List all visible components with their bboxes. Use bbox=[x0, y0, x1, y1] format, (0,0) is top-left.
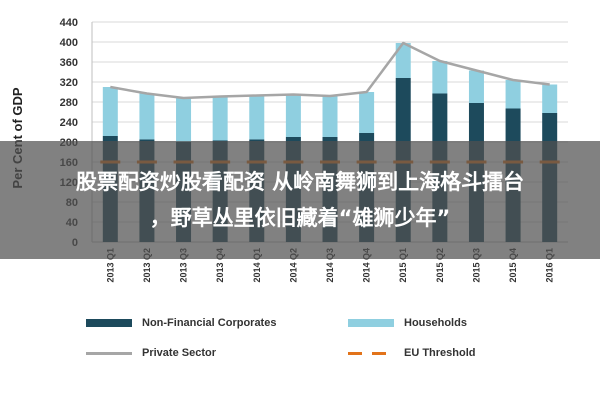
x-tick-label: 2015 Q1 bbox=[398, 248, 408, 283]
x-tick-label: 2013 Q2 bbox=[142, 248, 152, 283]
x-tick-label: 2014 Q4 bbox=[362, 248, 372, 283]
legend-item-private-sector: Private Sector bbox=[86, 344, 216, 362]
bar-households bbox=[212, 96, 228, 141]
x-tick-label: 2013 Q1 bbox=[105, 248, 115, 283]
x-tick-label: 2014 Q3 bbox=[325, 248, 335, 283]
bar-households bbox=[249, 95, 265, 140]
x-tick-label: 2014 Q2 bbox=[288, 248, 298, 283]
legend-label-households: Households bbox=[404, 317, 467, 329]
legend-label-eu-threshold: EU Threshold bbox=[404, 347, 476, 359]
y-tick-label: 320 bbox=[60, 77, 78, 89]
y-tick-label: 240 bbox=[60, 117, 78, 129]
bar-households bbox=[139, 93, 155, 140]
legend-label-private-sector: Private Sector bbox=[142, 347, 216, 359]
legend-swatch-non-financial-corporates bbox=[86, 319, 132, 327]
x-tick-label: 2015 Q2 bbox=[435, 248, 445, 283]
bar-households bbox=[176, 98, 192, 142]
bar-households bbox=[395, 43, 411, 78]
y-tick-label: 280 bbox=[60, 97, 78, 109]
bar-households bbox=[322, 96, 338, 137]
legend-swatch-households bbox=[348, 319, 394, 327]
bar-households bbox=[359, 92, 375, 133]
caption-line-2: ，野草丛里依旧藏着“雄狮少年” bbox=[149, 206, 451, 230]
bar-households bbox=[285, 94, 301, 137]
legend: Non-Financial Corporates Households Priv… bbox=[70, 310, 540, 366]
line-private-sector bbox=[110, 41, 550, 100]
x-tick-label: 2013 Q4 bbox=[215, 248, 225, 283]
x-tick-label: 2015 Q3 bbox=[471, 248, 481, 283]
legend-item-non-financial-corporates: Non-Financial Corporates bbox=[86, 314, 276, 332]
caption-banner bbox=[0, 141, 600, 259]
x-tick-label: 2013 Q3 bbox=[179, 248, 189, 283]
bar-households bbox=[505, 80, 521, 109]
y-tick-label: 360 bbox=[60, 57, 78, 69]
x-tick-labels: 2013 Q1 2013 Q2 2013 Q3 2013 Q4 2014 Q1 2014 … bbox=[105, 248, 554, 283]
y-tick-label: 400 bbox=[60, 37, 78, 49]
legend-swatch-private-sector bbox=[86, 351, 132, 355]
x-tick-label: 2016 Q1 bbox=[545, 248, 555, 283]
caption-line-1: 股票配资炒股看配资 从岭南舞狮到上海格斗擂台 bbox=[75, 170, 525, 194]
x-tick-label: 2015 Q4 bbox=[508, 248, 518, 283]
bar-households bbox=[102, 87, 118, 136]
bar-households bbox=[432, 61, 448, 94]
legend-item-eu-threshold: EU Threshold bbox=[348, 344, 476, 362]
legend-swatch-eu-threshold bbox=[348, 351, 394, 355]
legend-label-non-financial-corporates: Non-Financial Corporates bbox=[142, 317, 277, 329]
x-tick-label: 2014 Q1 bbox=[252, 248, 262, 283]
legend-item-households: Households bbox=[348, 314, 467, 332]
y-tick-label: 440 bbox=[60, 17, 78, 29]
bar-households bbox=[542, 84, 558, 113]
bar-households bbox=[468, 70, 484, 103]
